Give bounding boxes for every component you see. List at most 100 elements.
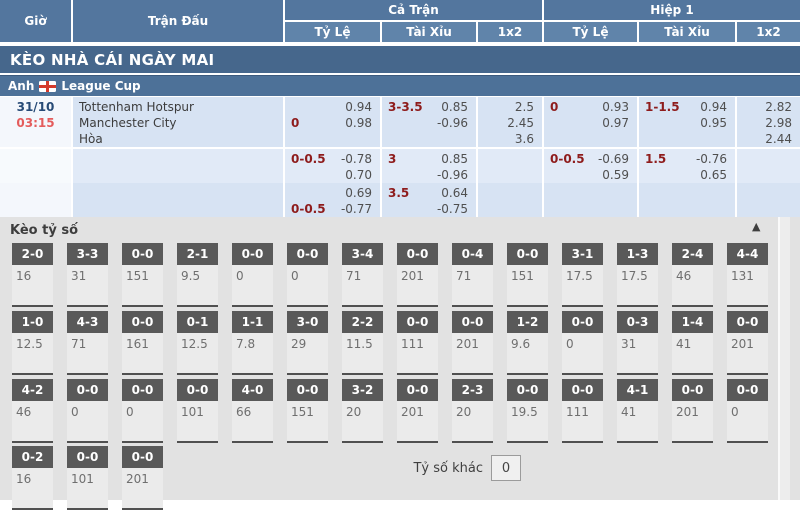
score-odds: 201 bbox=[456, 337, 479, 351]
match-time-cell bbox=[0, 183, 71, 217]
handicap-value: 1-1.5 bbox=[645, 100, 680, 114]
odds-cell-h1-handicap[interactable]: 0-0.5 -0.69 0.59 bbox=[544, 149, 637, 183]
odds-cell-ft-1x2[interactable] bbox=[478, 183, 542, 217]
score-cell[interactable]: 0-0 201 bbox=[727, 311, 768, 375]
odds-cell-h1-1x2[interactable] bbox=[737, 183, 800, 217]
odds-cell-h1-1x2[interactable] bbox=[737, 149, 800, 183]
score-cell[interactable]: 0-0 151 bbox=[287, 379, 328, 443]
score-cell[interactable]: 4-4 131 bbox=[727, 243, 768, 307]
league-row[interactable]: Anh League Cup bbox=[0, 75, 800, 96]
score-cell[interactable]: 0-0 0 bbox=[67, 379, 108, 443]
score-cell[interactable]: 3-1 17.5 bbox=[562, 243, 603, 307]
odds-cell-h1-overunder[interactable] bbox=[639, 183, 735, 217]
score-cell[interactable]: 0-0 201 bbox=[452, 311, 493, 375]
odds-cell-h1-1x2[interactable]: 2.82 2.98 2.44 bbox=[737, 97, 800, 147]
score-cell[interactable]: 0-0 19.5 bbox=[507, 379, 548, 443]
score-odds: 201 bbox=[731, 337, 754, 351]
odds-cell-h1-overunder[interactable]: 1-1.5 0.94 0.95 bbox=[639, 97, 735, 147]
score-cell[interactable]: 3-3 31 bbox=[67, 243, 108, 307]
odds-cell-ft-overunder[interactable]: 3 0.85 -0.96 bbox=[382, 149, 476, 183]
score-odds: 19.5 bbox=[511, 405, 538, 419]
score-cell[interactable]: 2-4 46 bbox=[672, 243, 713, 307]
handicap-value: 0-0.5 bbox=[550, 152, 585, 166]
score-badge: 0-4 bbox=[452, 243, 493, 265]
score-cell[interactable]: 0-4 71 bbox=[452, 243, 493, 307]
score-badge: 0-0 bbox=[727, 379, 768, 401]
score-cell[interactable]: 0-0 111 bbox=[562, 379, 603, 443]
score-cell[interactable]: 3-2 20 bbox=[342, 379, 383, 443]
score-cell[interactable]: 1-1 7.8 bbox=[232, 311, 273, 375]
score-cell[interactable]: 0-0 201 bbox=[122, 446, 163, 510]
score-cell[interactable]: 2-3 20 bbox=[452, 379, 493, 443]
score-badge: 0-0 bbox=[232, 243, 273, 265]
odds-cell-ft-overunder[interactable]: 3-3.5 0.85 -0.96 bbox=[382, 97, 476, 147]
score-badge: 0-0 bbox=[122, 311, 163, 333]
score-cell[interactable]: 0-0 0 bbox=[562, 311, 603, 375]
odds-cell-h1-handicap[interactable] bbox=[544, 183, 637, 217]
score-cell[interactable]: 0-0 161 bbox=[122, 311, 163, 375]
score-cell[interactable]: 0-0 101 bbox=[177, 379, 218, 443]
match-teams-cell[interactable]: Tottenham Hotspur Manchester City Hòa bbox=[73, 97, 283, 147]
handicap-value: 0 bbox=[291, 116, 300, 130]
odds-cell-ft-handicap[interactable]: 0-0.5 -0.78 0.70 bbox=[285, 149, 380, 183]
score-odds: 151 bbox=[291, 405, 314, 419]
team-name: Manchester City bbox=[79, 116, 177, 130]
score-cell[interactable]: 0-0 0 bbox=[232, 243, 273, 307]
score-cell[interactable]: 4-2 46 bbox=[12, 379, 53, 443]
score-badge: 0-1 bbox=[177, 311, 218, 333]
score-cell[interactable]: 2-2 11.5 bbox=[342, 311, 383, 375]
score-cell[interactable]: 1-4 41 bbox=[672, 311, 713, 375]
column-header-ft-1x2: 1x2 bbox=[478, 22, 542, 42]
score-cell[interactable]: 0-0 201 bbox=[672, 379, 713, 443]
scrollbar-track[interactable] bbox=[778, 217, 790, 500]
score-badge: 0-0 bbox=[507, 243, 548, 265]
score-badge: 0-0 bbox=[727, 311, 768, 333]
odds-value: 0.85 bbox=[441, 152, 468, 166]
odds-cell-ft-1x2[interactable]: 2.5 2.45 3.6 bbox=[478, 97, 542, 147]
score-cell[interactable]: 1-2 9.6 bbox=[507, 311, 548, 375]
score-cell[interactable]: 0-0 0 bbox=[122, 379, 163, 443]
score-cell[interactable]: 4-1 41 bbox=[617, 379, 658, 443]
score-cell[interactable]: 0-0 0 bbox=[727, 379, 768, 443]
score-cell[interactable]: 0-0 151 bbox=[122, 243, 163, 307]
score-odds: 161 bbox=[126, 337, 149, 351]
odds-cell-ft-overunder[interactable]: 3.5 0.64 -0.75 bbox=[382, 183, 476, 217]
score-cell[interactable]: 0-1 12.5 bbox=[177, 311, 218, 375]
score-cell[interactable]: 2-0 16 bbox=[12, 243, 53, 307]
score-cell[interactable]: 0-2 16 bbox=[12, 446, 53, 510]
score-cell[interactable]: 1-0 12.5 bbox=[12, 311, 53, 375]
score-cell[interactable]: 3-0 29 bbox=[287, 311, 328, 375]
other-score-odds-box[interactable]: 0 bbox=[491, 455, 521, 481]
score-cell[interactable]: 0-0 151 bbox=[507, 243, 548, 307]
score-cell[interactable]: 4-0 66 bbox=[232, 379, 273, 443]
score-odds: 20 bbox=[456, 405, 472, 419]
score-odds: 31 bbox=[621, 337, 637, 351]
odds-cell-h1-overunder[interactable]: 1.5 -0.76 0.65 bbox=[639, 149, 735, 183]
score-cell[interactable]: 0-0 201 bbox=[397, 243, 438, 307]
odds-cell-ft-handicap[interactable]: 0.94 0 0.98 bbox=[285, 97, 380, 147]
score-cell[interactable]: 0-0 101 bbox=[67, 446, 108, 510]
column-group-full-time: Cả Trận bbox=[285, 0, 542, 20]
score-cell[interactable]: 4-3 71 bbox=[67, 311, 108, 375]
odds-value: -0.75 bbox=[436, 202, 468, 216]
score-badge: 0-0 bbox=[177, 379, 218, 401]
score-cell[interactable]: 0-3 31 bbox=[617, 311, 658, 375]
score-odds: 151 bbox=[511, 269, 534, 283]
handicap-value: 3 bbox=[388, 152, 397, 166]
score-cell[interactable]: 0-0 0 bbox=[287, 243, 328, 307]
odds-value: -0.76 bbox=[695, 152, 727, 166]
score-cell[interactable]: 0-0 111 bbox=[397, 311, 438, 375]
odds-value: 0.94 bbox=[345, 100, 372, 114]
odds-cell-ft-1x2[interactable] bbox=[478, 149, 542, 183]
odds-value: 2.44 bbox=[765, 132, 792, 146]
score-badge: 1-1 bbox=[232, 311, 273, 333]
odds-cell-ft-handicap[interactable]: 0.69 0-0.5 -0.77 bbox=[285, 183, 380, 217]
score-cell[interactable]: 0-0 201 bbox=[397, 379, 438, 443]
score-cell[interactable]: 1-3 17.5 bbox=[617, 243, 658, 307]
odds-value: 2.45 bbox=[507, 116, 534, 130]
score-odds: 12.5 bbox=[181, 337, 208, 351]
collapse-arrow-icon[interactable]: ▲ bbox=[752, 220, 761, 233]
odds-cell-h1-handicap[interactable]: 0 0.93 0.97 bbox=[544, 97, 637, 147]
score-cell[interactable]: 3-4 71 bbox=[342, 243, 383, 307]
score-cell[interactable]: 2-1 9.5 bbox=[177, 243, 218, 307]
